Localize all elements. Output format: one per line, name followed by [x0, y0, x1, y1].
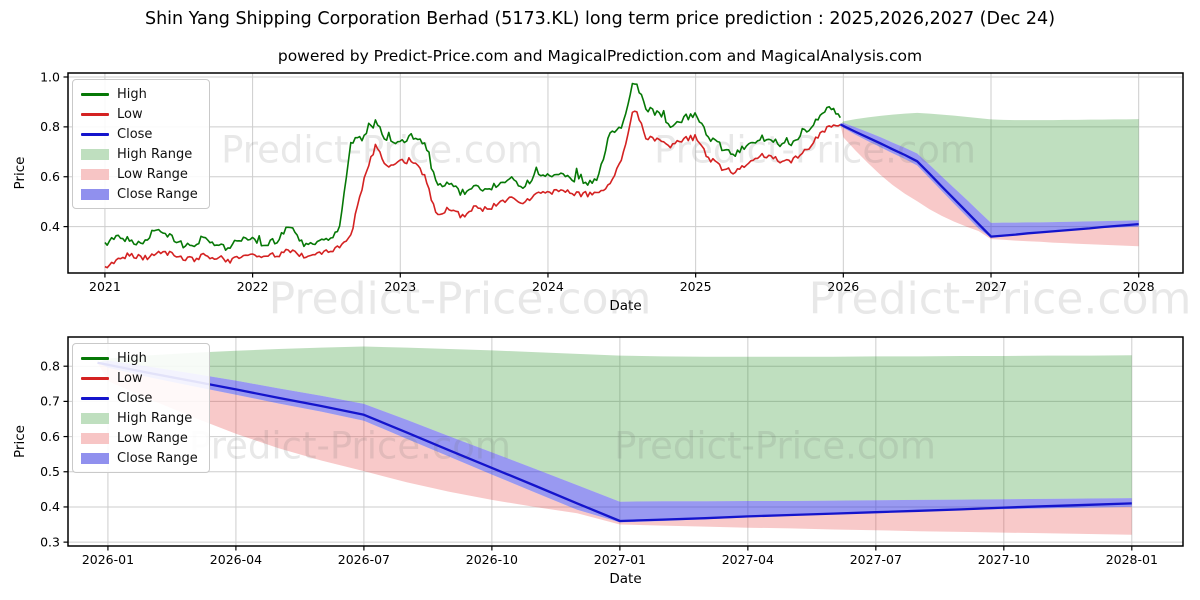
legend: High Low Close High Range Low Range Close Ran… — [72, 79, 210, 209]
high-line — [104, 82, 841, 251]
legend-item-label: Low — [117, 370, 143, 386]
x-tick-label: 2026-04 — [210, 552, 262, 567]
y-tick-label: 0.4 — [40, 499, 60, 514]
y-axis-label: Price — [12, 425, 28, 458]
x-axis-label: Date — [609, 571, 641, 587]
low-range-band — [840, 124, 1139, 247]
high-range-band — [97, 346, 1132, 502]
x-tick-label: 2027-04 — [722, 552, 774, 567]
legend-item-label: Close — [117, 126, 153, 142]
legend-patch-swatch — [81, 452, 109, 464]
legend-item-label: High Range — [117, 410, 193, 426]
legend-line-swatch — [81, 376, 109, 380]
legend-item: Close — [81, 124, 198, 144]
x-tick-label: 2028 — [1123, 279, 1155, 294]
legend-patch-swatch — [81, 188, 109, 200]
x-tick-label: 2026-01 — [82, 552, 134, 567]
watermark-text: Predict-Price.com — [614, 425, 936, 468]
legend-item: Low — [81, 368, 198, 388]
x-tick-label: 2027-01 — [594, 552, 646, 567]
y-tick-label: 0.8 — [40, 359, 60, 374]
chart-subtitle: powered by Predict-Price.com and Magical… — [277, 47, 923, 65]
watermark-text: Predict-Price.com — [189, 425, 511, 468]
legend-item-label: Low Range — [117, 430, 188, 446]
low-line — [104, 110, 841, 269]
x-tick-label: 2026-10 — [466, 552, 518, 567]
legend-line-swatch — [81, 92, 109, 96]
legend-patch-swatch — [81, 168, 109, 180]
low-range-band — [97, 362, 1132, 535]
legend-item: High — [81, 348, 198, 368]
x-tick-label: 2025 — [680, 279, 712, 294]
plot-border — [67, 72, 1184, 274]
legend-patch-swatch — [81, 412, 109, 424]
forecast-detail-svg: Predict-Price.com Predict-Price.com 2026-0… — [12, 336, 1184, 587]
x-tick-label: 2027-10 — [978, 552, 1030, 567]
y-axis-label: Price — [12, 157, 28, 190]
legend: High Low Close High Range Low Range Close Ran… — [72, 343, 210, 473]
legend-item: High Range — [81, 144, 198, 164]
y-tick-label: 0.8 — [40, 119, 60, 134]
plot-border — [67, 336, 1184, 547]
y-tick-label: 0.7 — [40, 394, 60, 409]
close-line — [97, 361, 1132, 523]
x-tick-label: 2028-01 — [1106, 552, 1158, 567]
legend-item: Low Range — [81, 428, 198, 448]
legend-item-label: Close — [117, 390, 153, 406]
legend-item: High Range — [81, 408, 198, 428]
legend-item: High — [81, 84, 198, 104]
high-range-band — [840, 112, 1139, 223]
legend-item: Close — [81, 388, 198, 408]
watermark-text: Predict-Price.com — [268, 273, 652, 325]
legend-item-label: Low — [117, 106, 143, 122]
legend-patch-swatch — [81, 432, 109, 444]
x-axis-label: Date — [609, 298, 641, 314]
legend-item-label: Low Range — [117, 166, 188, 182]
legend-item-label: Close Range — [117, 186, 198, 202]
legend-item: Low — [81, 104, 198, 124]
legend-line-swatch — [81, 112, 109, 116]
legend-item-label: High Range — [117, 146, 193, 162]
close-line — [839, 123, 1139, 238]
legend-patch-swatch — [81, 148, 109, 160]
legend-item-label: Close Range — [117, 450, 198, 466]
y-tick-label: 0.6 — [40, 169, 60, 184]
x-tick-label: 2027 — [975, 279, 1007, 294]
legend-item: Low Range — [81, 164, 198, 184]
legend-item-label: High — [117, 350, 147, 366]
legend-item: Close Range — [81, 448, 198, 468]
y-tick-label: 0.4 — [40, 219, 60, 234]
x-tick-label: 2026-07 — [338, 552, 390, 567]
x-tick-label: 2021 — [89, 279, 121, 294]
legend-line-swatch — [81, 396, 109, 400]
legend-item-label: High — [117, 86, 147, 102]
legend-line-swatch — [81, 356, 109, 360]
watermark-text: Predict-Price.com — [654, 129, 976, 172]
x-tick-label: 2026 — [827, 279, 859, 294]
y-tick-label: 1.0 — [40, 69, 60, 84]
y-tick-label: 0.3 — [40, 534, 60, 549]
x-tick-label: 2023 — [384, 279, 416, 294]
legend-line-swatch — [81, 132, 109, 136]
y-tick-label: 0.6 — [40, 429, 60, 444]
y-tick-label: 0.5 — [40, 464, 60, 479]
x-tick-label: 2024 — [532, 279, 564, 294]
x-tick-label: 2022 — [237, 279, 269, 294]
legend-item: Close Range — [81, 184, 198, 204]
x-tick-label: 2027-07 — [850, 552, 902, 567]
chart-title: Shin Yang Shipping Corporation Berhad (5… — [144, 9, 1056, 29]
